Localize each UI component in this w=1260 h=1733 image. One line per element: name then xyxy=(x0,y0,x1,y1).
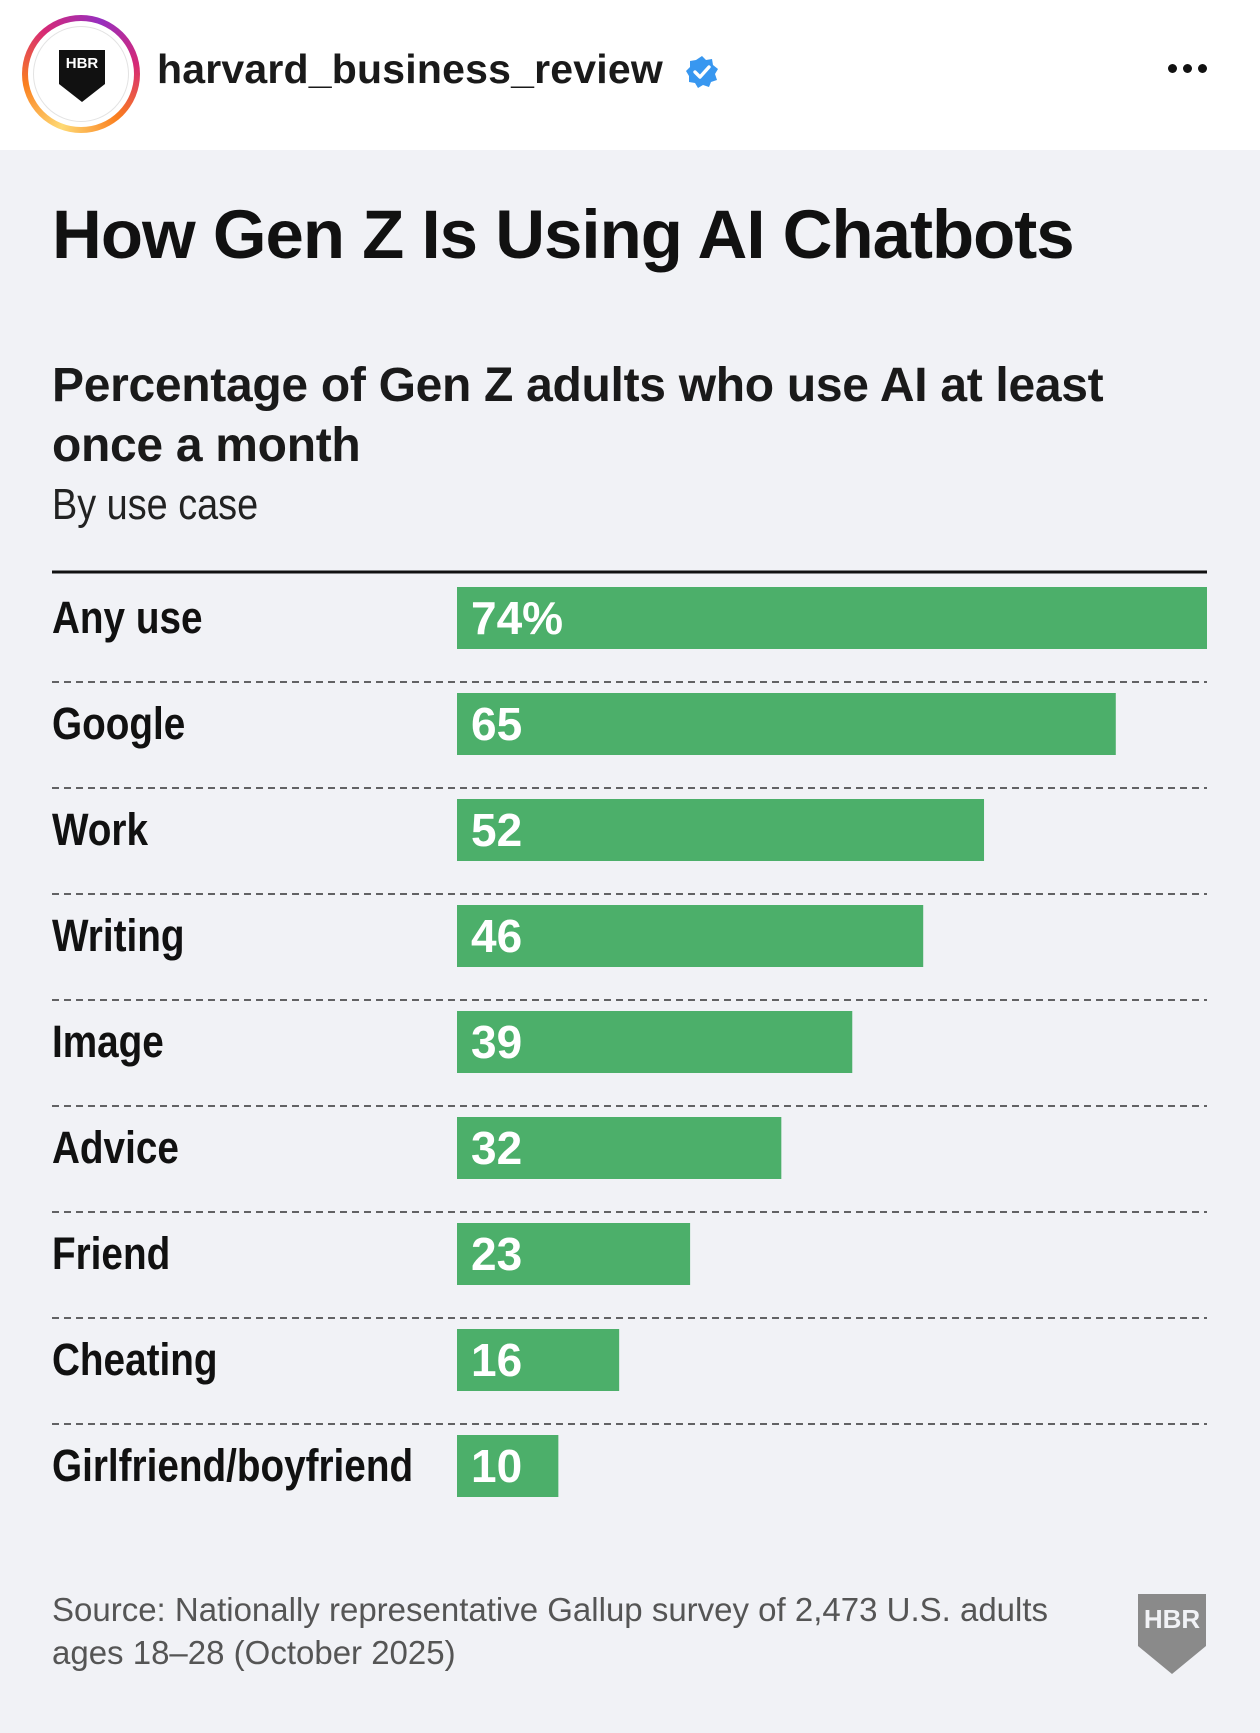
verified-badge-icon xyxy=(686,56,718,88)
story-ring[interactable]: HBR xyxy=(22,15,140,133)
category-label: Any use xyxy=(52,592,203,642)
bar xyxy=(457,905,924,967)
bar xyxy=(457,587,1207,649)
bar-value-label: 39 xyxy=(471,1016,522,1068)
hbr-watermark-logo: HBR xyxy=(1138,1594,1206,1674)
svg-text:HBR: HBR xyxy=(1144,1604,1201,1634)
bar-value-label: 65 xyxy=(471,698,522,750)
chart-title: How Gen Z Is Using AI Chatbots xyxy=(52,196,1075,273)
bar xyxy=(457,799,985,861)
category-label: Writing xyxy=(52,910,185,960)
chart-subtitle: Percentage of Gen Z adults who use AI at… xyxy=(52,359,1104,472)
category-label: Cheating xyxy=(52,1334,217,1384)
more-options-icon[interactable] xyxy=(1168,60,1213,78)
post-header: HBR harvard_business_review xyxy=(0,0,1260,150)
bar xyxy=(457,693,1116,755)
bar xyxy=(457,1011,853,1073)
bar-value-label: 23 xyxy=(471,1228,522,1280)
category-label: Google xyxy=(52,698,185,748)
bar-chart: Any use 74% Google 65 Work 52 Writing 46 Image 39… xyxy=(52,570,1207,1497)
bar xyxy=(457,1223,691,1285)
svg-text:HBR: HBR xyxy=(66,55,99,72)
source-note: Source: Nationally representative Gallup… xyxy=(52,1591,1049,1671)
bar xyxy=(457,1329,620,1391)
bar-value-label: 46 xyxy=(471,910,522,962)
category-label: Work xyxy=(52,804,149,854)
bar-value-label: 16 xyxy=(471,1334,522,1386)
bar xyxy=(457,1435,559,1497)
avatar[interactable]: HBR xyxy=(33,26,129,122)
bar-value-label: 74% xyxy=(471,592,563,644)
username[interactable]: harvard_business_review xyxy=(157,46,663,92)
category-label: Girlfriend/boyfriend xyxy=(52,1440,413,1490)
category-label: Advice xyxy=(52,1122,179,1172)
bar-value-label: 52 xyxy=(471,804,522,856)
bar-value-label: 32 xyxy=(471,1122,522,1174)
bar-value-label: 10 xyxy=(471,1440,522,1492)
category-label: Image xyxy=(52,1016,164,1066)
hbr-shield-logo: HBR xyxy=(59,50,105,102)
chart-subtitle-secondary: By use case xyxy=(52,480,259,529)
bar xyxy=(457,1117,782,1179)
category-label: Friend xyxy=(52,1228,170,1278)
